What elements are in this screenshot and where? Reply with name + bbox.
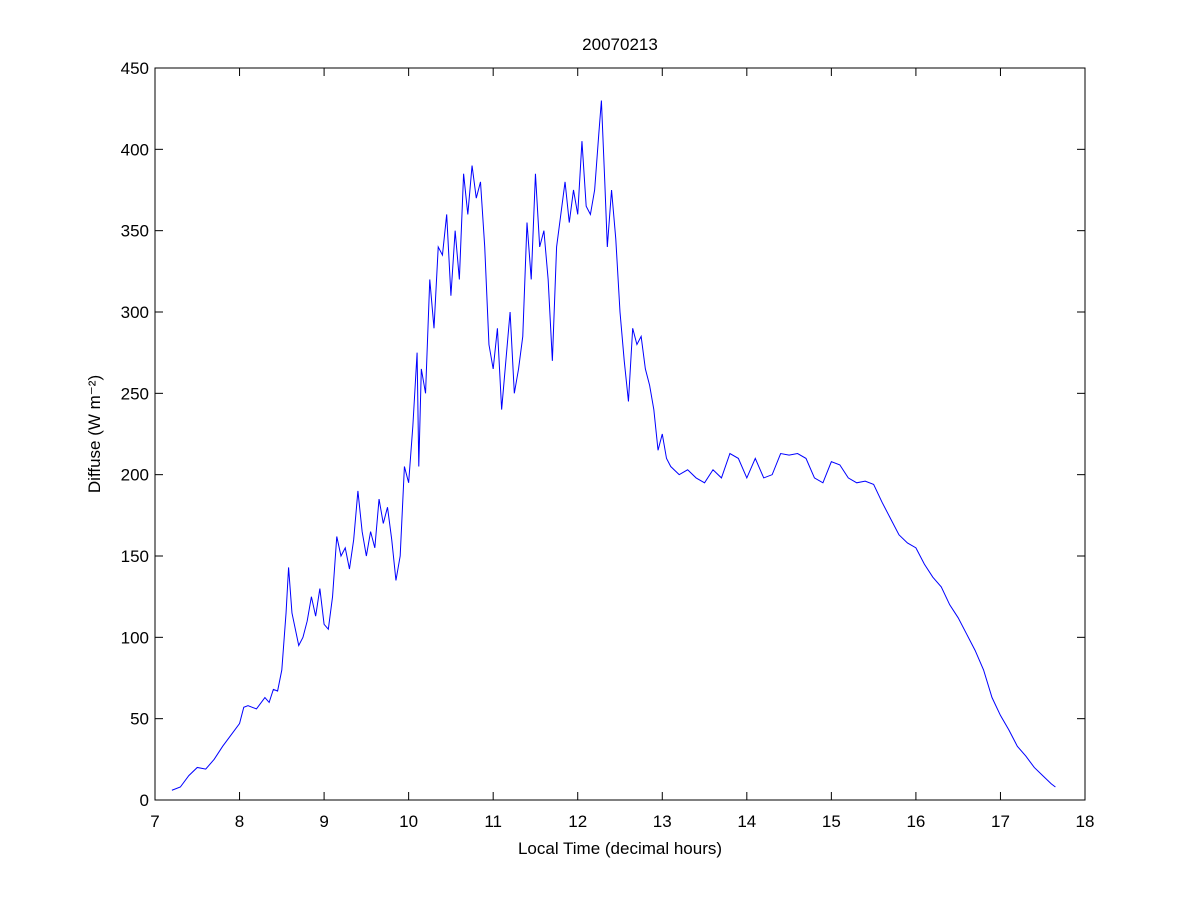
x-tick-label: 12 [568,812,587,831]
x-tick-label: 9 [319,812,328,831]
y-tick-label: 100 [121,628,149,647]
y-axis-label: Diffuse (W m⁻²) [85,375,104,493]
x-tick-label: 8 [235,812,244,831]
x-tick-label: 10 [399,812,418,831]
x-axis-label: Local Time (decimal hours) [518,839,722,858]
x-tick-label: 13 [653,812,672,831]
chart-title: 20070213 [582,35,658,54]
data-line [171,100,1056,791]
x-tick-label: 18 [1076,812,1095,831]
x-tick-label: 15 [822,812,841,831]
x-tick-label: 16 [906,812,925,831]
y-tick-label: 200 [121,466,149,485]
x-tick-label: 7 [150,812,159,831]
y-tick-label: 150 [121,547,149,566]
y-tick-label: 250 [121,384,149,403]
x-tick-label: 17 [991,812,1010,831]
y-tick-label: 0 [140,791,149,810]
y-tick-label: 50 [130,710,149,729]
y-tick-label: 300 [121,303,149,322]
axes-box [154,67,1086,801]
y-tick-label: 400 [121,140,149,159]
x-tick-label: 14 [737,812,756,831]
x-tick-label: 11 [484,812,502,831]
y-tick-label: 350 [121,222,149,241]
y-tick-label: 450 [121,59,149,78]
